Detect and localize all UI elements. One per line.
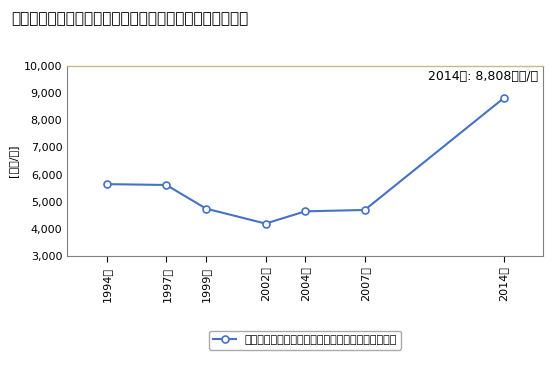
その他の卖売業の従業者一人当たり年間商品販売額 [302,209,309,213]
その他の卖売業の従業者一人当たり年間商品販売額 [262,221,269,226]
Text: その他の卖売業の従業者一人当たり年間商品販売額の推移: その他の卖売業の従業者一人当たり年間商品販売額の推移 [11,11,249,26]
その他の卖売業の従業者一人当たり年間商品販売額 [361,208,368,212]
Text: 2014年: 8,808万円/人: 2014年: 8,808万円/人 [428,70,538,83]
Line: その他の卖売業の従業者一人当たり年間商品販売額: その他の卖売業の従業者一人当たり年間商品販売額 [104,95,507,227]
その他の卖売業の従業者一人当たり年間商品販売額 [500,96,507,101]
その他の卖売業の従業者一人当たり年間商品販売額 [104,182,110,186]
Legend: その他の卖売業の従業者一人当たり年間商品販売額: その他の卖売業の従業者一人当たり年間商品販売額 [209,331,402,350]
その他の卖売業の従業者一人当たり年間商品販売額 [203,206,209,211]
その他の卖売業の従業者一人当たり年間商品販売額 [163,183,170,187]
Y-axis label: [万円/人]: [万円/人] [8,145,18,177]
